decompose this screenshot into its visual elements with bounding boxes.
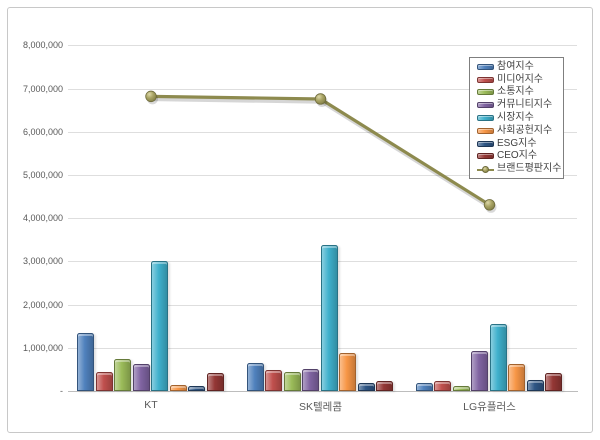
y-axis-tick-label: 4,000,000 xyxy=(22,213,63,224)
bar-series-3-cat-1 xyxy=(114,358,131,391)
bar-series-4-cat-2 xyxy=(302,368,319,391)
y-axis-tick-label: 7,000,000 xyxy=(22,83,63,94)
gridline-8000000 xyxy=(68,45,577,47)
bar-series-6-cat-2 xyxy=(339,353,356,391)
brand-index-line-shadow xyxy=(152,96,493,210)
legend-bar-swatch-icon xyxy=(477,102,494,109)
legend-item-5: 시장지수 xyxy=(477,112,563,124)
legend-item-label: ESG지수 xyxy=(497,137,537,149)
legend-item-label: 브랜드평판지수 xyxy=(497,163,562,175)
y-axis-tick-label: 5,000,000 xyxy=(22,170,63,180)
bar-series-1-cat-3 xyxy=(415,383,433,391)
bar-series-5-cat-3 xyxy=(489,323,507,391)
gridline-7000000 xyxy=(68,88,577,90)
legend-item-9: 브랜드평판지수 xyxy=(477,163,563,175)
legend-item-3: 소통지수 xyxy=(477,86,563,98)
brand-index-marker-cat-3 xyxy=(483,199,496,211)
bar-series-4-cat-1 xyxy=(132,364,150,391)
y-axis-tick-label: 2,000,000 xyxy=(22,299,63,310)
legend-item-label: 사회공헌지수 xyxy=(497,124,553,136)
bar-series-8-cat-1 xyxy=(206,373,224,391)
bar-series-8-cat-2 xyxy=(376,380,393,391)
bar-series-7-cat-3 xyxy=(526,380,544,391)
y-axis-tick-label: 8,000,000 xyxy=(22,40,63,51)
legend-item-4: 커뮤니티지수 xyxy=(477,99,563,111)
chart-legend: 참여지수 미디어지수 소통지수 커뮤니티지수 시장지수 사회공헌지수 ESG지수 CEO지수 브… xyxy=(469,57,564,179)
legend-item-7: ESG지수 xyxy=(477,138,563,150)
legend-bar-swatch-icon xyxy=(477,140,494,147)
bar-series-7-cat-1 xyxy=(188,385,205,391)
bar-series-7-cat-2 xyxy=(357,382,375,391)
legend-item-6: 사회공헌지수 xyxy=(477,125,563,137)
bar-series-3-cat-3 xyxy=(452,385,470,391)
bar-series-1-cat-2 xyxy=(246,363,264,391)
x-axis-category-label: LG유플러스 xyxy=(463,401,516,413)
legend-item-1: 참여지수 xyxy=(477,61,563,73)
legend-bar-swatch-icon xyxy=(477,76,494,83)
bar-series-2-cat-1 xyxy=(95,372,113,391)
legend-item-label: 소통지수 xyxy=(497,86,534,98)
bar-series-5-cat-1 xyxy=(151,261,168,391)
bar-series-1-cat-1 xyxy=(77,332,94,391)
legend-bar-swatch-icon xyxy=(477,127,494,134)
bar-series-2-cat-2 xyxy=(265,370,282,391)
legend-item-label: 시장지수 xyxy=(497,111,534,123)
legend-item-label: 미디어지수 xyxy=(497,73,543,85)
y-axis-tick-label: - xyxy=(60,386,63,396)
brand-index-marker-cat-2 xyxy=(314,93,327,105)
legend-bar-swatch-icon xyxy=(477,153,494,160)
legend-item-label: 참여지수 xyxy=(497,60,534,72)
legend-item-label: 커뮤니티지수 xyxy=(497,99,553,111)
legend-bar-swatch-icon xyxy=(477,114,494,121)
y-axis-tick-label: 1,000,000 xyxy=(22,342,63,353)
legend-item-8: CEO지수 xyxy=(477,150,563,162)
y-axis-tick-label: 6,000,000 xyxy=(22,126,63,137)
gridline-5000000 xyxy=(68,175,577,176)
gridline-4000000 xyxy=(68,218,577,220)
bar-series-6-cat-1 xyxy=(169,384,187,391)
bar-series-2-cat-3 xyxy=(434,380,451,391)
brand-index-marker-cat-1 xyxy=(145,90,157,103)
legend-item-2: 미디어지수 xyxy=(477,74,563,86)
bar-series-6-cat-3 xyxy=(508,364,525,391)
gridline-6000000 xyxy=(68,131,577,133)
x-axis-line xyxy=(68,391,578,392)
x-axis-category-label: KT xyxy=(144,399,158,411)
legend-bar-swatch-icon xyxy=(477,89,494,96)
brand-index-line xyxy=(149,94,492,207)
x-axis-category-label: SK텔레콤 xyxy=(299,401,342,413)
legend-item-label: CEO지수 xyxy=(497,150,538,162)
bar-series-8-cat-3 xyxy=(545,373,562,391)
y-axis-tick-label: 3,000,000 xyxy=(22,256,63,267)
bar-series-3-cat-2 xyxy=(283,371,301,391)
brand-index-line-layer xyxy=(145,90,497,213)
bar-series-5-cat-2 xyxy=(320,244,338,391)
legend-bar-swatch-icon xyxy=(477,63,494,70)
bar-series-4-cat-3 xyxy=(471,350,488,391)
legend-line-marker-swatch-icon xyxy=(477,165,494,174)
